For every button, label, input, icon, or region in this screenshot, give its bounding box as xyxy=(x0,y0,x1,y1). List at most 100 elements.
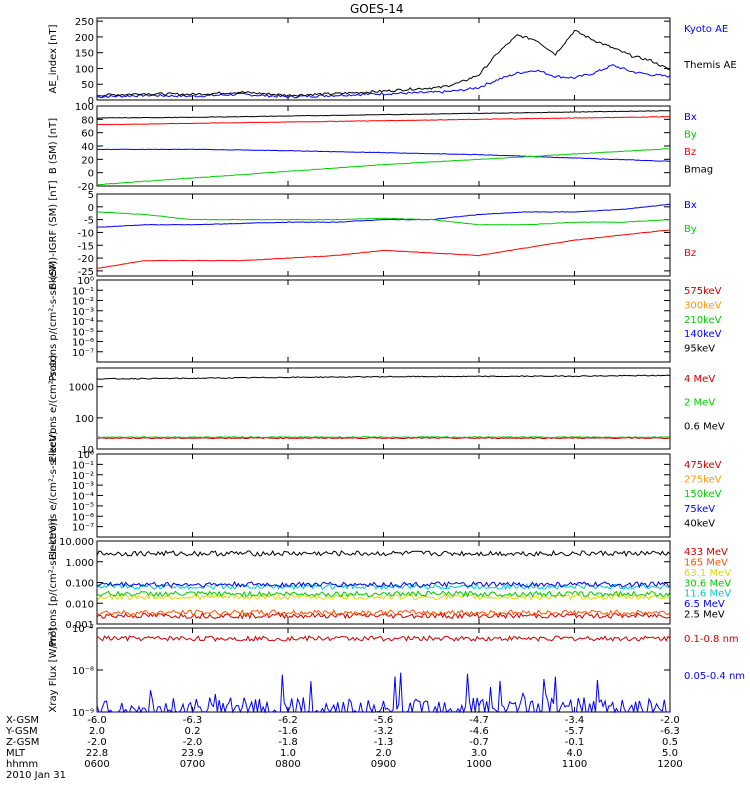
ephemeris-value-4-1: 0700 xyxy=(180,759,205,770)
y-tick-label-bigrf: -15 xyxy=(78,241,94,252)
ephemeris-value-1-6: -6.3 xyxy=(660,726,680,737)
ephemeris-value-2-3: -1.3 xyxy=(374,737,394,748)
series-line-bsm-1 xyxy=(97,148,671,186)
y-tick-label-protons-low: 10⁻² xyxy=(72,297,94,308)
series-line-bigrf-1 xyxy=(96,211,671,226)
ephemeris-value-3-5: 4.0 xyxy=(567,748,583,759)
y-tick-label-bigrf: 5 xyxy=(88,190,94,201)
legend-protons-low-0: 575keV xyxy=(684,286,722,297)
ephemeris-row-label-4: hhmm xyxy=(6,759,38,770)
legend-protons-high-6: 2.5 MeV xyxy=(684,610,725,621)
y-axis-label-bigrf: B (SM)-IGRF (SM) [nT] xyxy=(48,180,59,289)
ephemeris-value-2-1: -2.0 xyxy=(183,737,203,748)
y-tick-label-electrons-low: 10⁻¹ xyxy=(72,460,94,471)
y-axis-label-electrons-low: Electrons e/(cm²-s-sr-keV) xyxy=(48,431,59,560)
y-tick-label-bsm: 60 xyxy=(81,129,94,140)
y-tick-label-protons-low: 10⁻⁷ xyxy=(72,348,94,359)
ephemeris-value-0-6: -2.0 xyxy=(660,715,680,726)
date-label: 2010 Jan 31 xyxy=(6,770,66,781)
legend-protons-high-4: 11.6 MeV xyxy=(684,589,731,600)
panel-frame-ae xyxy=(96,17,671,101)
y-tick-label-electrons-high: 100 xyxy=(75,414,94,425)
ephemeris-value-2-2: -1.8 xyxy=(278,737,298,748)
legend-electrons-high-0: 4 MeV xyxy=(684,374,715,385)
y-tick-label-electrons-high: 1000 xyxy=(69,383,94,394)
ephemeris-value-0-1: -6.3 xyxy=(183,715,203,726)
series-line-ae-0 xyxy=(96,64,671,99)
y-axis-label-protons-high: Protons [p/(cm²-s-sr-keV)] xyxy=(48,518,59,646)
y-tick-label-bsm: 80 xyxy=(81,115,94,126)
series-line-protons-high-6 xyxy=(96,549,671,558)
y-tick-label-ae: 0 xyxy=(88,96,94,107)
ephemeris-value-4-0: 0600 xyxy=(84,759,109,770)
series-line-xray-0 xyxy=(96,635,671,642)
series-line-electrons-high-0 xyxy=(96,437,671,440)
ephemeris-value-2-5: -0.1 xyxy=(565,737,585,748)
series-line-protons-high-4 xyxy=(96,582,671,591)
y-tick-label-protons-low: 10⁻³ xyxy=(72,307,94,318)
y-tick-label-ae: 150 xyxy=(75,49,94,60)
chart-title: GOES-14 xyxy=(350,2,404,16)
ephemeris-value-3-6: 5.0 xyxy=(662,748,678,759)
legend-bigrf-0: Bx xyxy=(684,200,697,211)
legend-bigrf-1: By xyxy=(684,224,697,235)
ephemeris-value-0-0: -6.0 xyxy=(87,715,107,726)
ephemeris-value-3-2: 1.0 xyxy=(280,748,296,759)
legend-protons-low-4: 95keV xyxy=(684,344,715,355)
y-tick-label-ae: 200 xyxy=(75,33,94,44)
series-line-protons-high-3 xyxy=(96,590,671,598)
y-tick-label-bsm: 20 xyxy=(81,155,94,166)
y-tick-label-electrons-low: 10⁰ xyxy=(77,450,94,461)
y-tick-label-protons-low: 10⁻¹ xyxy=(72,286,94,297)
legend-ae-1: Themis AE xyxy=(683,60,737,71)
series-line-protons-high-2 xyxy=(96,593,671,601)
ephemeris-value-4-6: 1200 xyxy=(657,759,682,770)
ephemeris-value-4-2: 0800 xyxy=(275,759,300,770)
legend-xray-1: 0.05-0.4 nm xyxy=(684,671,745,682)
ephemeris-value-0-5: -3.4 xyxy=(565,715,585,726)
y-axis-label-electrons-high: Electrons e/(cm²-s-sr) xyxy=(48,355,59,463)
ephemeris-value-4-4: 1000 xyxy=(466,759,491,770)
ephemeris-value-2-0: -2.0 xyxy=(87,737,107,748)
y-axis-label-protons-low: Protons p/(cm²-s-sr-keV) xyxy=(48,261,59,382)
ephemeris-value-1-2: -1.6 xyxy=(278,726,298,737)
ephemeris-value-2-6: 0.5 xyxy=(662,737,678,748)
legend-electrons-high-2: 0.6 MeV xyxy=(684,421,725,432)
series-line-xray-1 xyxy=(96,672,671,714)
legend-protons-low-1: 300keV xyxy=(684,300,722,311)
legend-electrons-low-0: 475keV xyxy=(684,460,722,471)
y-tick-label-xray: 10⁻⁹ xyxy=(72,708,94,719)
ephemeris-row-label-1: Y-GSM xyxy=(5,726,38,737)
ephemeris-value-1-1: 0.2 xyxy=(185,726,201,737)
legend-bsm-1: By xyxy=(684,130,697,141)
y-tick-label-protons-high: 0.010 xyxy=(65,599,94,610)
series-line-electrons-high-1 xyxy=(96,436,671,439)
legend-protons-high-3: 30.6 MeV xyxy=(684,578,731,589)
y-tick-label-bsm: 0 xyxy=(88,169,94,180)
y-tick-label-electrons-low: 10⁻³ xyxy=(72,481,94,492)
legend-bsm-2: Bz xyxy=(684,147,696,158)
series-line-bigrf-2 xyxy=(96,229,671,269)
y-tick-label-bsm: 100 xyxy=(75,102,94,113)
y-tick-label-protons-low: 10⁻⁶ xyxy=(72,338,94,349)
series-line-protons-high-5 xyxy=(96,580,671,589)
series-line-bsm-3 xyxy=(96,110,670,119)
legend-bsm-3: Bmag xyxy=(684,165,713,176)
ephemeris-value-3-1: 23.9 xyxy=(181,748,203,759)
y-tick-label-electrons-low: 10⁻⁶ xyxy=(72,512,94,523)
ephemeris-value-1-3: -3.2 xyxy=(374,726,394,737)
panel-frame-bigrf xyxy=(96,193,671,277)
ephemeris-value-2-4: -0.7 xyxy=(469,737,489,748)
ephemeris-value-0-3: -5.6 xyxy=(374,715,394,726)
y-tick-label-protons-low: 10⁻⁵ xyxy=(72,327,94,338)
y-tick-label-bigrf: -20 xyxy=(78,254,94,265)
y-tick-label-protons-low: 10⁻⁴ xyxy=(72,317,94,328)
panel-frame-electrons-low xyxy=(96,453,671,538)
y-tick-label-ae: 50 xyxy=(81,80,94,91)
y-tick-label-xray: 10⁻⁷ xyxy=(72,624,94,635)
legend-protons-high-0: 433 MeV xyxy=(684,547,728,558)
legend-electrons-low-4: 40keV xyxy=(684,518,715,529)
ephemeris-row-label-0: X-GSM xyxy=(6,715,39,726)
series-line-protons-high-1 xyxy=(96,608,671,617)
